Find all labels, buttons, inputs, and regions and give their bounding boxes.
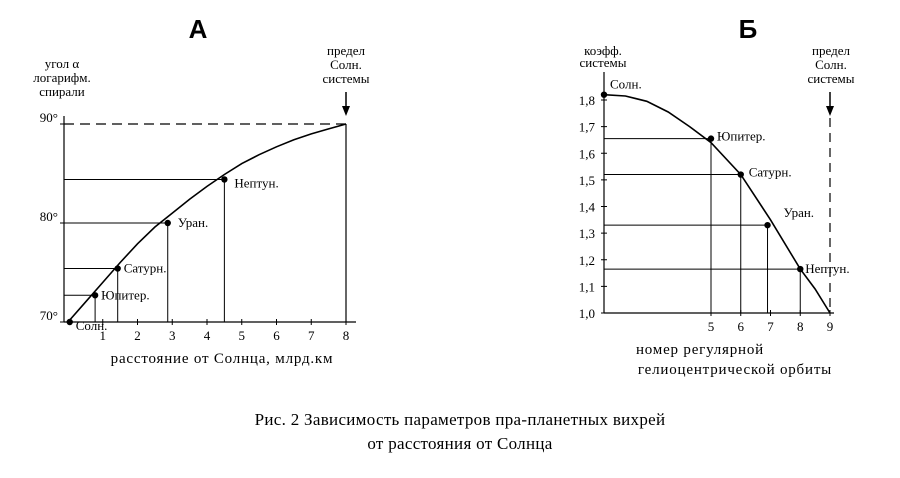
- panel-a-point-label: Уран.: [178, 215, 209, 230]
- panel-a-point-label: Сатурн.: [124, 261, 167, 276]
- panel-a-point: [164, 219, 171, 227]
- panel-a-x-tick-label: 7: [308, 328, 315, 343]
- panel-b-x-tick-label: 8: [797, 319, 804, 334]
- panel-b-plot: 1,0 1,1 1,2 1,3 1,4 1,5 1,6 1,7 1,8 5 6 7 8 9 Солн. Юпи…: [579, 72, 850, 334]
- panel-a-ylabel-line-2: логарифм.: [33, 70, 90, 85]
- panel-a-y-tick-label: 80°: [40, 209, 58, 224]
- panel-b-letter: Б: [739, 14, 758, 44]
- caption-line-1: Рис. 2 Зависимость параметров пра-планет…: [255, 410, 666, 429]
- panel-a-y-tick-label: 90°: [40, 110, 58, 125]
- panel-a-point-label: Юпитер.: [101, 287, 149, 302]
- panel-b-ylabel-line-1: коэфф.: [584, 43, 622, 58]
- panel-b-y-tick-label: 1,1: [579, 279, 595, 294]
- panel-a-point: [114, 265, 121, 272]
- panel-a-x-tick-label: 5: [239, 328, 246, 343]
- panel-b-x-tick-label: 9: [827, 319, 834, 334]
- panel-b-y-tick-label: 1,6: [579, 146, 596, 161]
- panel-b-y-tick-label: 1,7: [579, 120, 596, 135]
- panel-a-x-tick-label: 2: [134, 328, 141, 343]
- panel-b-y-tick-label: 1,0: [579, 306, 595, 321]
- panel-a-point-label: Солн.: [76, 318, 108, 333]
- panel-a-limit-label-line-2: Солн.: [330, 57, 362, 72]
- panel-b-point-label: Нептун.: [805, 261, 849, 276]
- panel-a-series-line: [67, 123, 347, 323]
- panel-b-point-label: Юпитер.: [717, 129, 765, 144]
- panel-b-point: [737, 171, 744, 178]
- panel-b-xlabel-line-2: гелиоцентрической орбиты: [638, 362, 832, 378]
- panel-b-y-tick-label: 1,8: [579, 93, 595, 108]
- panel-a-limit-label-line-3: системы: [323, 71, 370, 86]
- panel-a-x-tick-label: 1: [100, 328, 107, 343]
- panel-b-x-tick-label: 7: [767, 319, 774, 334]
- panel-a-y-tick-label: 70°: [40, 308, 58, 323]
- panel-a-point: [221, 176, 228, 183]
- panel-a-x-tick-label: 3: [169, 328, 176, 343]
- panel-b-x-tick-label: 6: [738, 319, 745, 334]
- panel-a-x-tick-label: 8: [343, 328, 350, 343]
- panel-a-point: [66, 318, 73, 326]
- panel-a-ylabel-line-3: спирали: [39, 84, 85, 99]
- panel-b-point: [797, 265, 804, 273]
- panel-b-point: [707, 135, 715, 142]
- panel-a-point-label: Нептун.: [234, 175, 278, 190]
- panel-b-x-tick-label: 5: [708, 319, 715, 334]
- panel-a-letter: А: [189, 14, 208, 44]
- panel-b-xlabel-line-1: номер регулярной: [636, 342, 764, 358]
- panel-a-plot: 70° 80° 90° 1 2 3 4 5 6 7 8 Солн. Юпитер. Сатурн. Уран…: [40, 92, 356, 343]
- panel-a-x-tick-label: 4: [204, 328, 211, 343]
- panel-b-limit-label-line-3: системы: [808, 71, 855, 86]
- panel-b-point-label: Уран.: [784, 205, 815, 220]
- panel-b-ylabel-line-2: системы: [580, 55, 627, 70]
- panel-b-limit-label-line-2: Солн.: [815, 57, 847, 72]
- panel-a-x-tick-label: 6: [273, 328, 280, 343]
- panel-b-y-tick-label: 1,3: [579, 226, 595, 241]
- panel-b-point-label: Сатурн.: [749, 165, 792, 180]
- panel-b-limit-arrow-head: [826, 106, 834, 116]
- panel-b-point-label: Солн.: [610, 77, 642, 92]
- panel-a-ylabel-line-1: угол α: [45, 56, 80, 71]
- panel-b-limit-label-line-1: предел: [812, 43, 850, 58]
- panel-a-xlabel: расстояние от Солнца, млрд.км: [111, 351, 334, 367]
- panel-b-y-tick-label: 1,4: [579, 200, 596, 215]
- caption-line-2: от расстояния от Солнца: [367, 434, 552, 453]
- panel-b-series-line: [603, 93, 831, 314]
- panel-b-point: [764, 221, 771, 229]
- panel-b-y-tick-label: 1,5: [579, 173, 595, 188]
- panel-a-point: [91, 292, 99, 299]
- panel-a-limit-arrow-head: [342, 106, 350, 116]
- panel-b-y-tick-label: 1,2: [579, 253, 595, 268]
- panel-a-limit-label-line-1: предел: [327, 43, 365, 58]
- panel-b-point: [600, 91, 608, 98]
